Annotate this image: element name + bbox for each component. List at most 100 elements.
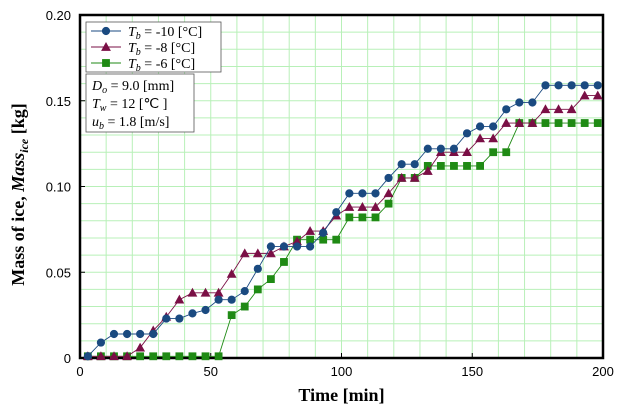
data-point-square — [266, 275, 275, 284]
data-point-triangle — [514, 118, 525, 127]
x-tick-label: 100 — [331, 364, 353, 379]
data-point-circle — [306, 242, 315, 251]
data-point-circle — [528, 98, 537, 107]
legend-sub: b — [136, 31, 141, 42]
condition-line: ub = 1.8 [m/s] — [92, 115, 169, 132]
data-point-circle — [227, 295, 236, 304]
data-point-triangle — [475, 133, 486, 143]
data-point-square — [384, 199, 393, 208]
data-point-triangle — [239, 248, 250, 258]
data-point-square — [149, 352, 158, 361]
data-point-triangle — [527, 118, 538, 127]
data-point-circle — [96, 338, 106, 347]
legend-item: Tb = -10 [°C] — [91, 25, 202, 42]
data-point-triangle — [187, 287, 198, 297]
condition-var: D — [91, 79, 102, 94]
y-tick-label: 0.05 — [46, 265, 71, 280]
data-point-square — [567, 119, 576, 127]
data-point-triangle — [422, 166, 433, 175]
x-tick-label: 50 — [204, 364, 218, 379]
data-point-circle — [580, 81, 589, 90]
data-point-square — [450, 162, 458, 170]
data-point-square — [476, 162, 484, 170]
data-point-triangle — [501, 118, 512, 127]
data-point-circle — [423, 144, 432, 153]
data-point-square — [593, 119, 602, 127]
data-point-circle — [397, 160, 406, 169]
condition-value: = 1.8 [m/s] — [104, 115, 169, 130]
condition-line: Tw = 12 [℃ ] — [92, 97, 167, 114]
data-point-circle — [188, 309, 197, 318]
data-point-circle — [319, 228, 328, 237]
y-axis-title-unit: [kg] — [8, 103, 28, 139]
data-point-triangle — [462, 147, 472, 157]
y-tick-label: 0.20 — [46, 8, 71, 23]
data-point-circle — [554, 81, 563, 90]
data-point-square — [188, 352, 197, 361]
data-point-circle — [436, 144, 445, 153]
data-point-circle — [541, 81, 550, 90]
data-point-circle — [162, 314, 171, 323]
data-point-circle — [83, 352, 92, 361]
data-point-square — [201, 352, 210, 361]
x-tick-label: 200 — [592, 364, 614, 379]
data-point-square — [332, 235, 341, 244]
data-point-square — [463, 162, 471, 170]
conditions-frame — [85, 73, 195, 133]
data-point-triangle — [200, 287, 211, 297]
data-point-triangle — [409, 172, 420, 182]
series-line — [87, 95, 598, 357]
legend-var: T — [128, 41, 137, 56]
legend-label: Tb = -8 [°C] — [128, 41, 195, 58]
condition-value: = 12 [℃ ] — [106, 97, 167, 112]
legend: Tb = -10 [°C]Tb = -8 [°C]Tb = -6 [°C] — [85, 21, 222, 74]
x-axis-title: Time [min] — [298, 385, 384, 405]
legend-var: T — [128, 25, 137, 40]
data-point-triangle — [383, 188, 394, 198]
data-point-triangle — [540, 104, 551, 114]
data-point-circle — [292, 242, 302, 251]
data-point-circle — [371, 189, 380, 198]
data-point-square — [175, 352, 184, 361]
data-point-triangle — [357, 202, 368, 211]
y-axis-title-sub: ice — [17, 138, 31, 153]
legend-text: = -6 [°C] — [141, 57, 195, 72]
data-point-circle — [410, 160, 419, 169]
data-point-square — [345, 213, 354, 222]
data-point-circle — [109, 329, 119, 339]
data-point-circle — [515, 98, 524, 107]
legend-text: = -8 [°C] — [141, 41, 195, 56]
data-point-triangle — [566, 104, 577, 114]
data-point-square — [102, 59, 110, 67]
data-point-square — [136, 352, 145, 361]
data-point-triangle — [122, 351, 132, 361]
data-point-square — [541, 119, 550, 127]
data-point-triangle — [265, 248, 276, 258]
grid — [80, 15, 603, 358]
data-point-circle — [449, 144, 459, 153]
condition-var: T — [92, 97, 101, 112]
data-point-square — [358, 213, 367, 222]
data-point-circle — [489, 122, 498, 131]
data-point-triangle — [109, 351, 119, 361]
data-point-circle — [384, 173, 393, 183]
data-point-square — [253, 285, 262, 294]
data-point-circle — [358, 189, 367, 198]
data-point-circle — [149, 329, 158, 339]
data-point-circle — [345, 189, 354, 198]
condition-var: u — [92, 115, 99, 130]
data-point-triangle — [579, 90, 590, 100]
data-point-circle — [201, 305, 210, 315]
y-tick-label: 0 — [64, 351, 71, 366]
y-tick-label: 0.15 — [46, 94, 71, 109]
data-point-circle — [593, 81, 602, 90]
conditions-box: Do = 9.0 [mm]Tw = 12 [℃ ]ub = 1.8 [m/s] — [85, 73, 195, 133]
legend-sub: b — [136, 63, 141, 74]
data-point-triangle — [101, 41, 111, 51]
data-point-square — [162, 352, 171, 361]
series-line — [87, 122, 598, 357]
data-point-triangle — [226, 268, 237, 278]
y-tick-label: 0.10 — [46, 180, 71, 195]
legend-item: Tb = -6 [°C] — [91, 57, 195, 74]
